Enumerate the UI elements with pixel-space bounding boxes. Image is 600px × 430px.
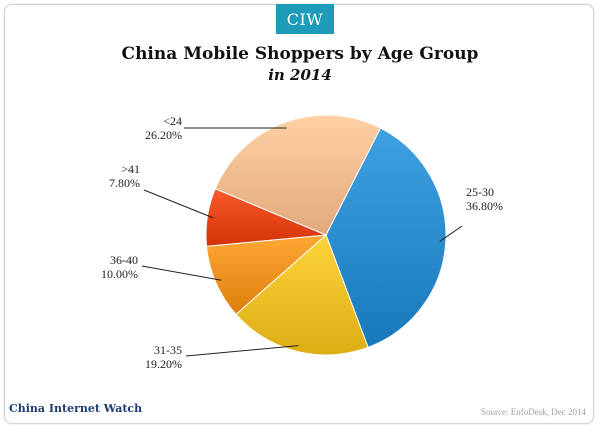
pie-slice-25-30 [325, 127, 447, 349]
slice-value-label-25-30: 36.80% [466, 199, 503, 213]
slice-value-label-lt24: 26.20% [145, 128, 182, 142]
chart-subtitle: in 2014 [268, 66, 332, 84]
slice-category-label-36-40: 36-40 [110, 253, 138, 267]
chart-title: China Mobile Shoppers by Age Group [121, 44, 479, 64]
pie-slices [205, 114, 447, 356]
leader-line-31-35 [185, 345, 299, 357]
slice-category-label-gt41: >41 [121, 162, 140, 176]
footer-brand: China Internet Watch [9, 402, 143, 415]
slice-value-label-31-35: 19.20% [145, 357, 182, 371]
footer-source: Source: EnfoDesk, Dec 2014 [481, 407, 586, 417]
slice-category-label-31-35: 31-35 [154, 343, 182, 357]
ciw-logo-badge: CIW [276, 4, 334, 34]
slice-category-label-25-30: 25-30 [466, 185, 494, 199]
leader-line-25-30 [439, 225, 463, 242]
pie-slice-36-40 [205, 234, 328, 316]
pie-slice-31-35 [235, 234, 369, 356]
leader-line-36-40 [141, 265, 222, 281]
slice-value-label-36-40: 10.00% [101, 267, 138, 281]
slice-category-label-lt24: <24 [163, 114, 182, 128]
pie-slice-lt24 [214, 114, 382, 236]
leader-line-gt41 [143, 189, 214, 219]
pie-leader-lines [141, 127, 463, 357]
slice-value-label-gt41: 7.80% [109, 176, 140, 190]
